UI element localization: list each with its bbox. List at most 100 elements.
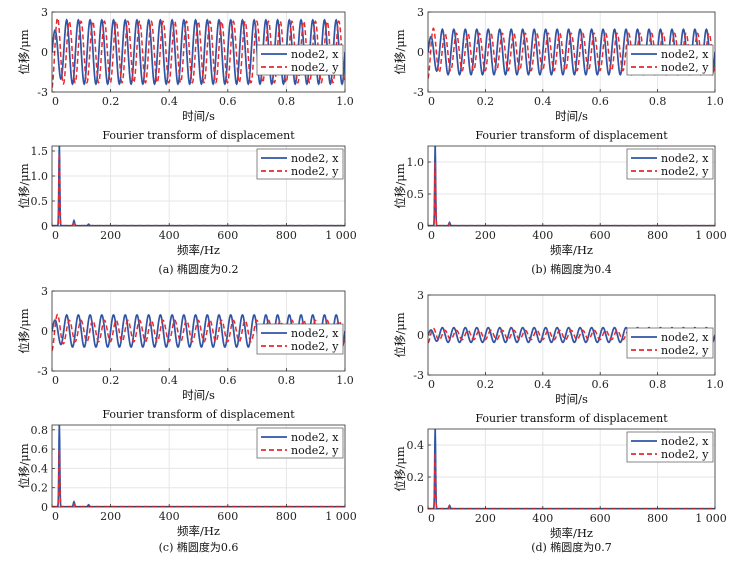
x-tick-label: 0 — [428, 229, 435, 242]
y-tick-label: 1.0 — [407, 156, 425, 169]
y-axis-label: 位移/μm — [393, 29, 407, 74]
y-tick-label: -3 — [413, 369, 424, 382]
y-tick-label: 0 — [41, 46, 48, 59]
legend-label: node2, y — [661, 448, 709, 461]
x-tick-label: 0.2 — [102, 95, 120, 108]
x-tick-label: 800 — [276, 229, 297, 242]
y-tick-label: 0.2 — [31, 482, 49, 495]
x-tick-label: 0.4 — [160, 95, 178, 108]
y-tick-label: 0 — [41, 220, 48, 233]
x-tick-label: 0 — [52, 95, 59, 108]
x-tick-label: 0.8 — [649, 95, 667, 108]
panel-caption: (c) 椭圆度为0.6 — [159, 540, 239, 554]
x-tick-label: 0.6 — [591, 95, 609, 108]
chart-panel-b-time: 0 0.2 0.4 0.6 0.8 1.0 -3 0 3 时间/s 位移/μm (b) 椭圆度为0.4… — [393, 6, 724, 276]
x-tick-label: 1 000 — [325, 229, 357, 242]
y-tick-label: 3 — [417, 6, 424, 19]
legend-label: node2, y — [291, 340, 339, 353]
chart-title: Fourier transform of displacement — [102, 408, 295, 421]
x-tick-label: 1 000 — [695, 229, 727, 242]
x-tick-label: 0.6 — [591, 378, 609, 391]
chart-panel-a-fft: 0 200 400 600 800 1 000 0 0.5 1.0 1.5 频率/Hz 位移/μm Fo… — [17, 129, 357, 257]
legend-label: node2, x — [291, 48, 339, 61]
x-tick-label: 0 — [428, 95, 435, 108]
y-axis-label: 位移/μm — [17, 443, 31, 488]
x-tick-label: 0.2 — [102, 374, 120, 387]
x-axis-label: 时间/s — [182, 109, 215, 123]
chart-panel-d-time: 0 0.2 0.4 0.6 0.8 1.0 -3 0 3 时间/s 位移/μm (d) 椭圆度为0.7… — [393, 289, 724, 554]
x-tick-label: 400 — [532, 512, 553, 525]
legend-label: node2, y — [291, 165, 339, 178]
x-tick-label: 600 — [217, 510, 238, 523]
y-tick-label: 0 — [417, 46, 424, 59]
y-axis-label: 位移/μm — [393, 446, 407, 491]
x-tick-label: 800 — [647, 512, 668, 525]
chart-title: Fourier transform of displacement — [475, 412, 668, 425]
y-tick-label: 0.8 — [31, 424, 49, 437]
x-tick-label: 1.0 — [706, 95, 724, 108]
panel-caption: (d) 椭圆度为0.7 — [531, 540, 612, 554]
legend-label: node2, y — [661, 61, 709, 74]
y-axis-label: 位移/μm — [17, 29, 31, 74]
series-line-x — [52, 18, 345, 86]
y-axis-label: 位移/μm — [393, 312, 407, 357]
x-tick-label: 200 — [100, 510, 121, 523]
legend-label: node2, y — [661, 165, 709, 178]
x-axis-label: 时间/s — [182, 388, 215, 402]
y-tick-label: 0.5 — [407, 188, 425, 201]
panel-caption: (a) 椭圆度为0.2 — [158, 262, 238, 276]
y-tick-label: 3 — [41, 6, 48, 19]
x-tick-label: 200 — [100, 229, 121, 242]
y-tick-label: 3 — [41, 285, 48, 298]
x-tick-label: 400 — [532, 229, 553, 242]
x-tick-label: 1.0 — [706, 378, 724, 391]
chart-panel-b-fft: 0 200 400 600 800 1 000 0 0.5 1.0 频率/Hz 位移/μm Fouri… — [393, 129, 727, 257]
x-axis-label: 时间/s — [555, 392, 588, 406]
chart-title: Fourier transform of displacement — [475, 129, 668, 142]
x-tick-label: 0 — [428, 512, 435, 525]
chart-title: Fourier transform of displacement — [102, 129, 295, 142]
y-tick-label: 0.5 — [31, 195, 49, 208]
y-tick-label: 0.4 — [407, 439, 425, 452]
x-tick-label: 400 — [159, 510, 180, 523]
x-tick-label: 800 — [647, 229, 668, 242]
x-tick-label: 400 — [159, 229, 180, 242]
x-tick-label: 0.2 — [477, 95, 495, 108]
legend-label: node2, x — [291, 431, 339, 444]
x-tick-label: 1 000 — [325, 510, 357, 523]
y-tick-label: 3 — [417, 289, 424, 302]
x-tick-label: 0.4 — [160, 374, 178, 387]
x-tick-label: 0 — [52, 229, 59, 242]
x-tick-label: 600 — [590, 229, 611, 242]
x-tick-label: 200 — [475, 229, 496, 242]
x-tick-label: 0.8 — [278, 374, 296, 387]
x-axis-label: 频率/Hz — [550, 243, 593, 257]
x-tick-label: 1.0 — [336, 95, 354, 108]
y-tick-label: 1.0 — [31, 170, 49, 183]
x-tick-label: 200 — [475, 512, 496, 525]
y-tick-label: -3 — [37, 365, 48, 378]
x-tick-label: 0.4 — [534, 378, 552, 391]
legend-label: node2, y — [291, 61, 339, 74]
y-tick-label: 0.6 — [31, 443, 49, 456]
legend-label: node2, x — [291, 327, 339, 340]
y-tick-label: -3 — [413, 86, 424, 99]
x-tick-label: 0.2 — [477, 378, 495, 391]
legend-label: node2, x — [291, 152, 339, 165]
x-tick-label: 800 — [276, 510, 297, 523]
x-tick-label: 1.0 — [336, 374, 354, 387]
x-axis-label: 频率/Hz — [550, 526, 593, 540]
y-axis-label: 位移/μm — [393, 163, 407, 208]
axes-box — [51, 145, 346, 227]
y-tick-label: 1.5 — [31, 145, 49, 158]
legend-label: node2, y — [291, 444, 339, 457]
y-axis-label: 位移/μm — [17, 308, 31, 353]
y-tick-label: 0.2 — [407, 471, 425, 484]
legend-label: node2, x — [661, 331, 709, 344]
y-tick-label: 0.4 — [31, 462, 49, 475]
axes-box — [427, 428, 716, 510]
